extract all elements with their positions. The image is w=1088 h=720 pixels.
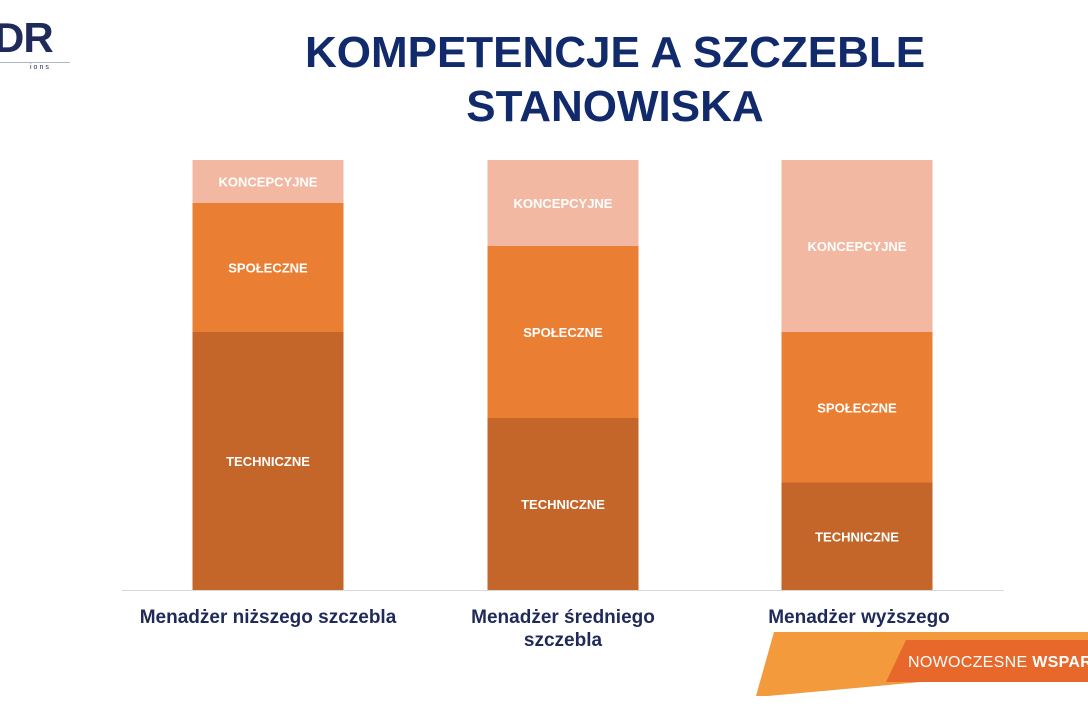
bar-segment-koncepcyjne <box>192 160 344 203</box>
bar-segment-społeczne <box>192 203 344 332</box>
logo-text: DR <box>0 14 54 61</box>
banner-dark-stripe <box>886 640 1088 682</box>
bar-segment-label: KONCEPCYJNE <box>808 239 907 254</box>
bar-segment-label: TECHNICZNE <box>521 497 605 512</box>
bar-segment-label: KONCEPCYJNE <box>219 175 318 190</box>
bar-segment-koncepcyjne <box>781 160 933 332</box>
bar-segment-społeczne <box>487 246 639 418</box>
footer-banner <box>756 632 1088 696</box>
bar-segment-koncepcyjne <box>487 160 639 246</box>
banner-text-bold: WSPAR <box>1032 654 1088 671</box>
category-label: Menadżer średniego szczebla <box>471 607 655 651</box>
logo-divider <box>0 62 70 63</box>
company-logo: DR ions <box>0 14 80 71</box>
bar-segment-label: SPOŁECZNE <box>523 325 603 340</box>
category-label: Menadżer niższego szczebla <box>139 607 397 628</box>
bar-segment-label: SPOŁECZNE <box>228 261 308 276</box>
logo-subtext: ions <box>30 64 51 71</box>
bar-segment-label: KONCEPCYJNE <box>514 196 613 211</box>
banner-text-regular: NOWOCZESNE <box>908 654 1028 671</box>
slide-title: KOMPETENCJE A SZCZEBLE STANOWISKA <box>304 28 926 131</box>
bar-segment-techniczne <box>192 332 344 590</box>
bar-segment-społeczne <box>781 332 933 483</box>
bar-segment-techniczne <box>781 482 933 590</box>
bar-segment-label: SPOŁECZNE <box>817 400 897 415</box>
bar-segment-techniczne <box>487 418 639 590</box>
bar-segment-label: TECHNICZNE <box>226 454 310 469</box>
bar-segment-label: TECHNICZNE <box>815 529 899 544</box>
banner-text: NOWOCZESNE WSPAR <box>908 654 1088 672</box>
